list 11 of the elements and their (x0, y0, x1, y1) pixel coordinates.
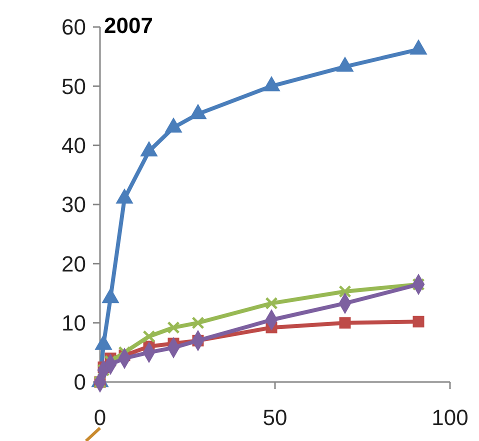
y-tick-label: 50 (62, 74, 86, 99)
x-tick-label: 100 (432, 405, 468, 430)
y-tick-label: 10 (62, 310, 86, 336)
y-tick-label: 0 (74, 370, 86, 395)
x-tick-label: 50 (262, 405, 288, 430)
y-tick-label: 30 (62, 192, 86, 218)
y-tick-label: 40 (62, 133, 86, 158)
chart-title: 2007 (104, 13, 153, 38)
y-tick-label: 20 (62, 251, 86, 276)
x-tick-label: 0 (94, 405, 106, 430)
y-tick-label: 60 (62, 14, 86, 40)
